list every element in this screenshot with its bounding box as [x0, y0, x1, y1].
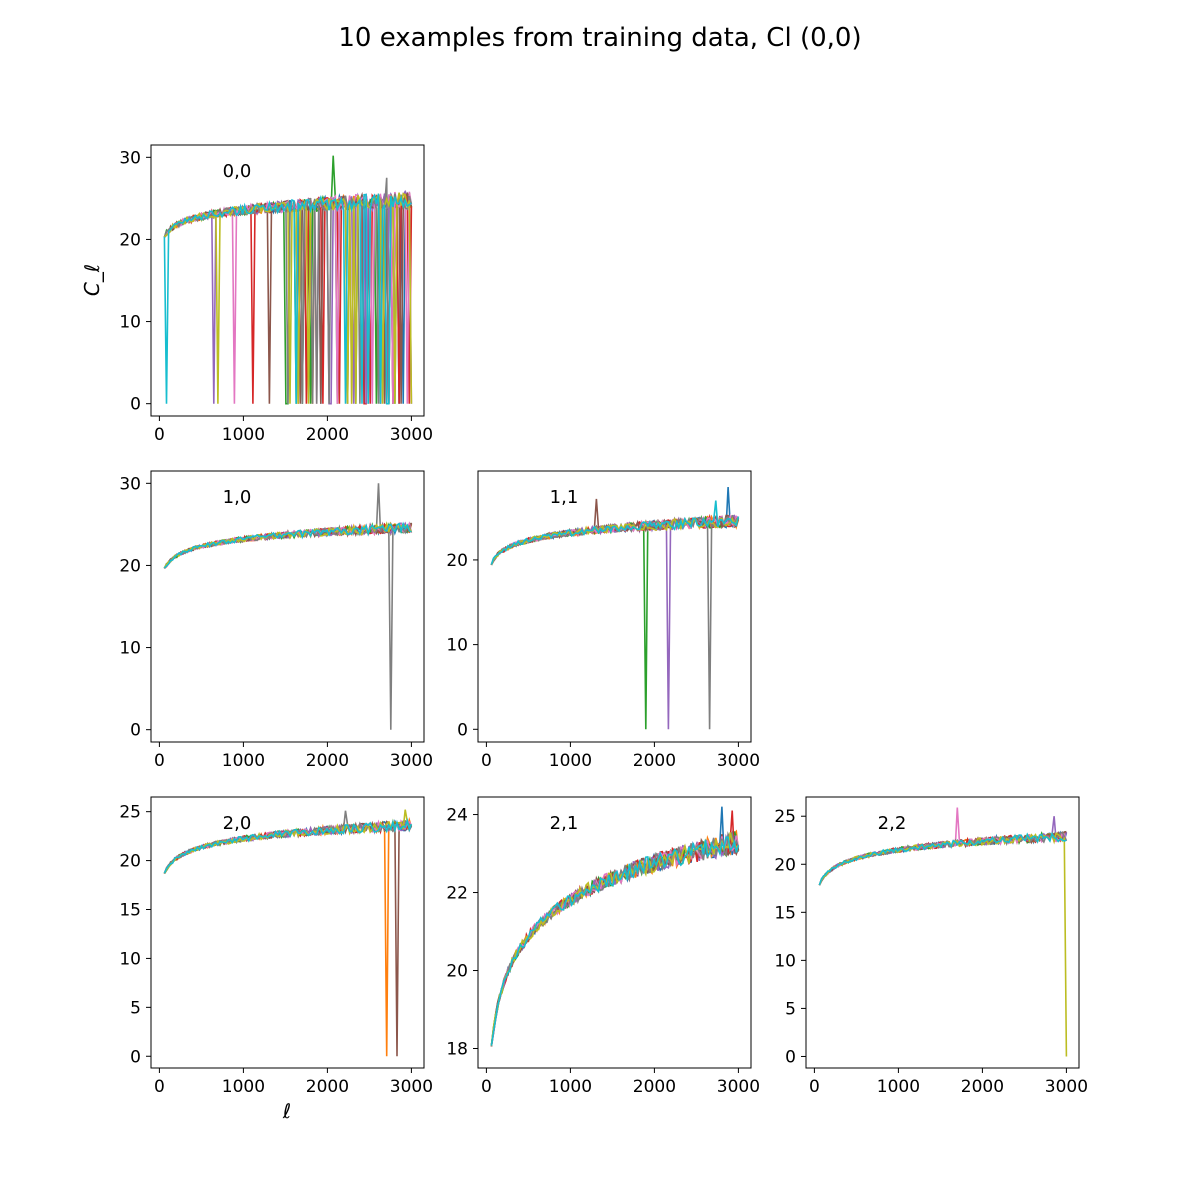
panel-label: 0,0 — [223, 161, 252, 182]
panel-label: 2,1 — [550, 813, 579, 834]
y-tick-label: 24 — [446, 806, 468, 826]
y-tick-label: 20 — [446, 962, 468, 982]
x-tick-label: 1000 — [222, 751, 265, 771]
series-line-7 — [490, 830, 740, 1046]
y-tick-label: 0 — [130, 1047, 141, 1067]
x-tick-label: 3000 — [390, 751, 433, 771]
series-line-4 — [490, 514, 740, 730]
y-tick-label: 0 — [785, 1047, 796, 1067]
x-tick-label: 0 — [481, 1077, 492, 1097]
series-line-7 — [163, 810, 412, 874]
x-tick-label: 3000 — [717, 1077, 760, 1097]
x-tick-label: 1000 — [877, 1077, 920, 1097]
series-group — [490, 487, 740, 730]
panel-0-0: 0 1000 2000 3000 0 10 20 30 0,0 C_ℓ — [80, 144, 433, 445]
y-tick-label: 20 — [774, 855, 796, 875]
y-tick-label: 10 — [119, 639, 141, 659]
x-tick-label: 0 — [154, 751, 165, 771]
series-line-9 — [163, 521, 412, 569]
x-tick-label: 2000 — [633, 1077, 676, 1097]
series-line-9 — [490, 500, 740, 565]
x-tick-label: 1000 — [549, 1077, 592, 1097]
panel-label: 2,0 — [223, 813, 252, 834]
x-tick-label: 0 — [481, 751, 492, 771]
y-tick-label: 30 — [119, 474, 141, 494]
y-tick-label: 10 — [446, 636, 468, 656]
panel-label: 2,2 — [878, 813, 907, 834]
series-line-7 — [490, 514, 739, 730]
series-line-9 — [490, 836, 740, 1046]
axes-frame — [150, 470, 425, 743]
y-tick-label: 0 — [130, 721, 141, 741]
x-tick-label: 3000 — [1045, 1077, 1088, 1097]
x-tick-label: 2000 — [306, 1077, 349, 1097]
series-line-5 — [163, 820, 413, 1057]
series-line-8 — [163, 809, 413, 874]
x-tick-label: 0 — [154, 1077, 165, 1097]
y-tick-label: 10 — [774, 951, 796, 971]
series-line-9 — [163, 193, 412, 405]
x-tick-label: 0 — [154, 425, 165, 445]
x-tick-label: 1000 — [222, 425, 265, 445]
series-line-7 — [163, 483, 413, 730]
x-axis-label: ℓ — [282, 1099, 291, 1123]
series-line-1 — [163, 817, 413, 1057]
axes-frame — [477, 470, 752, 743]
y-tick-label: 5 — [130, 998, 141, 1018]
series-line-9 — [818, 831, 1067, 886]
series-line-9 — [163, 817, 413, 874]
series-group — [163, 483, 413, 730]
axes-frame — [150, 796, 425, 1069]
panel-1-0: 0 1000 2000 3000 0 10 20 30 1,0 — [119, 470, 433, 771]
y-tick-label: 20 — [119, 230, 141, 250]
y-tick-label: 15 — [119, 901, 141, 921]
y-tick-label: 5 — [785, 999, 796, 1019]
x-tick-label: 2000 — [306, 751, 349, 771]
series-group — [818, 807, 1068, 1057]
x-tick-label: 0 — [809, 1077, 820, 1097]
x-tick-label: 2000 — [306, 425, 349, 445]
x-tick-label: 3000 — [390, 1077, 433, 1097]
y-axis-label: C_ℓ — [80, 264, 104, 296]
panel-label: 1,0 — [223, 487, 252, 508]
axes-frame — [805, 796, 1080, 1069]
y-tick-label: 20 — [446, 551, 468, 571]
x-tick-label: 2000 — [961, 1077, 1004, 1097]
x-tick-label: 1000 — [222, 1077, 265, 1097]
series-line-5 — [490, 834, 740, 1047]
x-tick-label: 1000 — [549, 751, 592, 771]
y-tick-label: 15 — [774, 903, 796, 923]
panel-2-1: 0 1000 2000 3000 18 20 22 24 2,1 — [446, 796, 760, 1097]
x-tick-label: 3000 — [390, 425, 433, 445]
y-tick-label: 25 — [119, 803, 141, 823]
y-tick-label: 30 — [119, 148, 141, 168]
x-tick-label: 3000 — [717, 751, 760, 771]
panel-2-0: 0 1000 2000 3000 0 5 10 15 20 25 2,0 ℓ — [119, 796, 433, 1123]
series-line-8 — [818, 831, 1068, 1057]
y-tick-label: 25 — [774, 807, 796, 827]
panel-1-1: 0 1000 2000 3000 0 10 20 1,1 — [446, 470, 760, 771]
figure-title: 10 examples from training data, Cl (0,0) — [338, 23, 861, 53]
panel-label: 1,1 — [550, 487, 579, 508]
series-line-4 — [818, 816, 1068, 886]
series-group — [490, 806, 740, 1047]
y-tick-label: 10 — [119, 949, 141, 969]
series-line-2 — [490, 515, 739, 730]
y-tick-label: 20 — [119, 556, 141, 576]
series-group — [163, 809, 413, 1057]
y-tick-label: 10 — [119, 313, 141, 333]
x-tick-label: 2000 — [633, 751, 676, 771]
y-tick-label: 0 — [457, 720, 468, 740]
y-tick-label: 18 — [446, 1040, 468, 1060]
axes-frame — [477, 796, 752, 1069]
series-group — [163, 155, 413, 405]
panel-2-2: 0 1000 2000 3000 0 5 10 15 20 25 2,2 — [774, 796, 1088, 1097]
y-tick-label: 22 — [446, 884, 468, 904]
y-tick-label: 0 — [130, 395, 141, 415]
axes-frame — [150, 144, 425, 417]
y-tick-label: 20 — [119, 852, 141, 872]
